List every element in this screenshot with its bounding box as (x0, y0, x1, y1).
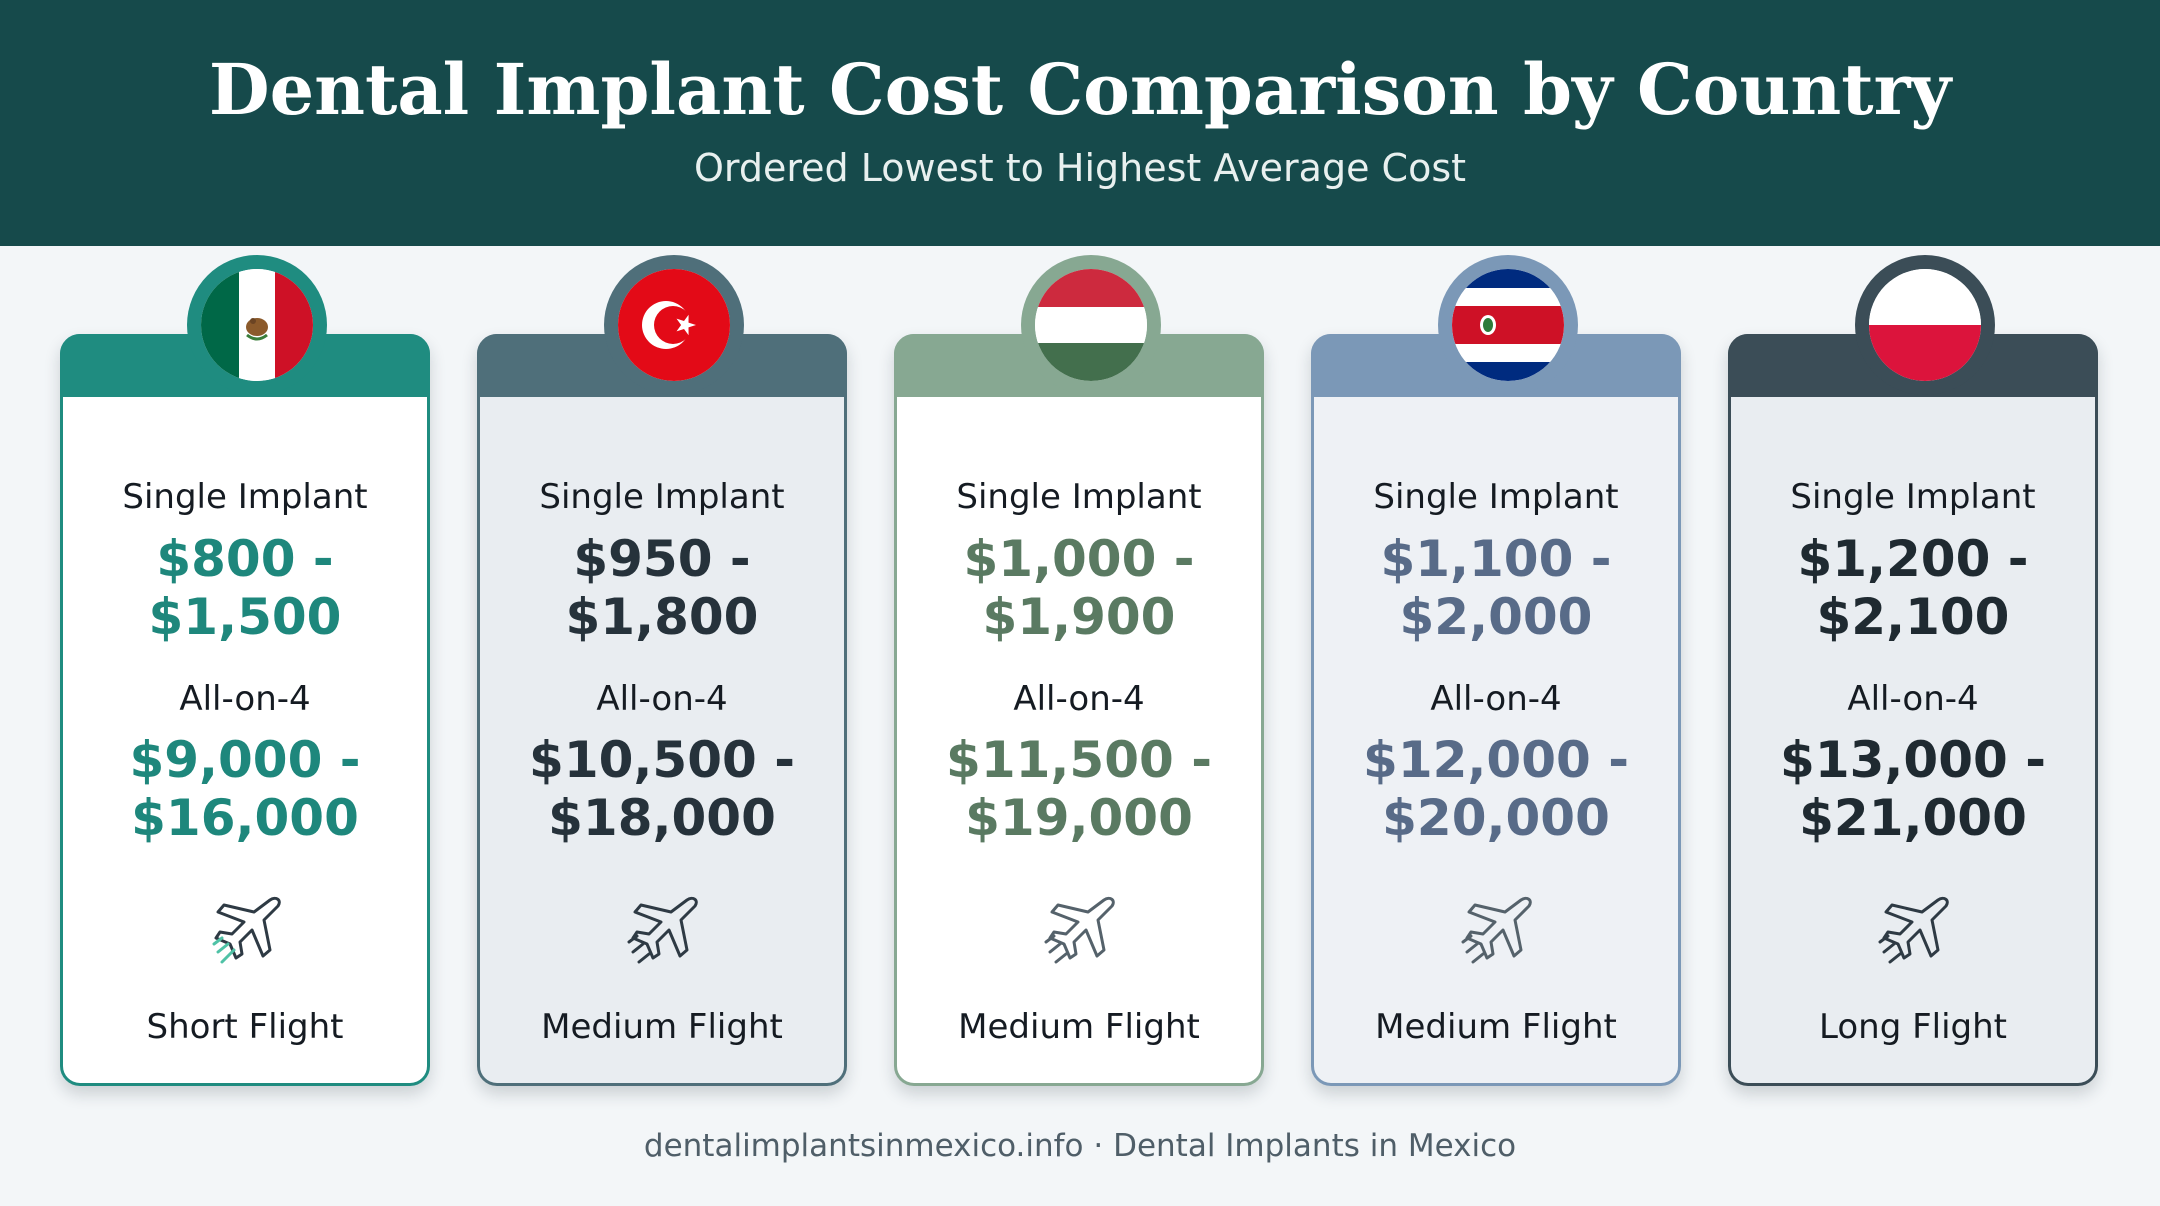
turkey-flag-icon (618, 269, 730, 381)
plane-icon (1042, 892, 1122, 972)
country-card-turkey: Single Implant $950 - $1,800 All-on-4 $1… (477, 255, 847, 1086)
flight-length-label: Medium Flight (541, 1007, 783, 1047)
plane-icon (1876, 892, 1956, 972)
single-implant-price-low: $950 - (573, 530, 751, 588)
single-implant-price-high: $2,100 (1816, 588, 2010, 646)
single-implant-price-high: $1,800 (565, 588, 759, 646)
all-on-4-label: All-on-4 (596, 679, 728, 719)
all-on-4-price-high: $20,000 (1382, 789, 1610, 847)
flight-length-label: Medium Flight (958, 1007, 1200, 1047)
flight-length-label: Medium Flight (1375, 1007, 1617, 1047)
plane-icon (1459, 892, 1539, 972)
all-on-4-price-high: $19,000 (965, 789, 1193, 847)
all-on-4-label: All-on-4 (1847, 679, 1979, 719)
single-implant-price-high: $1,500 (148, 588, 342, 646)
single-implant-price-low: $800 - (156, 530, 334, 588)
flight-length-label: Long Flight (1819, 1007, 2007, 1047)
flag-ring (187, 255, 327, 395)
all-on-4-price-low: $12,000 - (1363, 731, 1629, 789)
all-on-4-price-low: $11,500 - (946, 731, 1212, 789)
single-implant-price-high: $2,000 (1399, 588, 1593, 646)
mexico-flag-icon (201, 269, 313, 381)
plane-icon (208, 892, 288, 972)
country-card-mexico: Single Implant $800 - $1,500 All-on-4 $9… (60, 255, 430, 1086)
all-on-4-price-high: $18,000 (548, 789, 776, 847)
single-implant-label: Single Implant (539, 477, 785, 517)
plane-icon (625, 892, 705, 972)
flight-length-label: Short Flight (146, 1007, 344, 1047)
all-on-4-label: All-on-4 (179, 679, 311, 719)
all-on-4-price-low: $9,000 - (129, 731, 361, 789)
flag-ring (1021, 255, 1161, 395)
all-on-4-price-high: $21,000 (1799, 789, 2027, 847)
all-on-4-price-low: $13,000 - (1780, 731, 2046, 789)
country-card-poland: Single Implant $1,200 - $2,100 All-on-4 … (1728, 255, 2098, 1086)
single-implant-price-high: $1,900 (982, 588, 1176, 646)
page-subtitle: Ordered Lowest to Highest Average Cost (693, 146, 1467, 190)
country-cards: Single Implant $800 - $1,500 All-on-4 $9… (0, 255, 2160, 1090)
flag-ring (1855, 255, 1995, 395)
poland-flag-icon (1869, 269, 1981, 381)
country-card-hungary: Single Implant $1,000 - $1,900 All-on-4 … (894, 255, 1264, 1086)
footer-credit: dentalimplantsinmexico.info · Dental Imp… (643, 1128, 1517, 1164)
country-card-costa-rica: Single Implant $1,100 - $2,000 All-on-4 … (1311, 255, 1681, 1086)
flag-ring (1438, 255, 1578, 395)
single-implant-label: Single Implant (122, 477, 368, 517)
single-implant-price-low: $1,100 - (1380, 530, 1612, 588)
costa-rica-flag-icon (1452, 269, 1564, 381)
all-on-4-label: All-on-4 (1430, 679, 1562, 719)
single-implant-price-low: $1,000 - (963, 530, 1195, 588)
single-implant-label: Single Implant (956, 477, 1202, 517)
header-banner: Dental Implant Cost Comparison by Countr… (0, 0, 2160, 246)
single-implant-label: Single Implant (1790, 477, 2036, 517)
flag-ring (604, 255, 744, 395)
single-implant-price-low: $1,200 - (1797, 530, 2029, 588)
single-implant-label: Single Implant (1373, 477, 1619, 517)
page-title: Dental Implant Cost Comparison by Countr… (208, 48, 1952, 131)
hungary-flag-icon (1035, 269, 1147, 381)
all-on-4-price-low: $10,500 - (529, 731, 795, 789)
all-on-4-label: All-on-4 (1013, 679, 1145, 719)
all-on-4-price-high: $16,000 (131, 789, 359, 847)
